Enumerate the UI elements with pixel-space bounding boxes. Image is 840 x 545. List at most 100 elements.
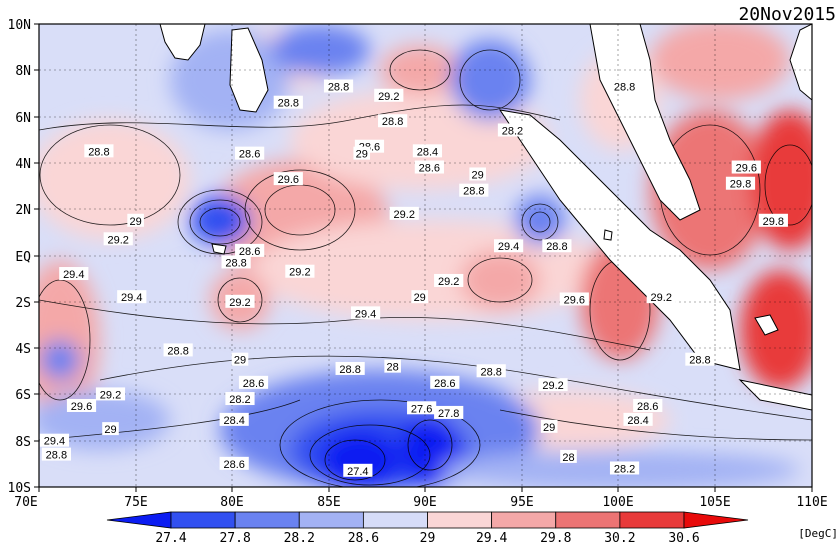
contour-label: 28.4 [623,412,653,427]
contour-label: 29.2 [103,232,133,246]
lat-label: 10S [8,481,31,496]
svg-text:29: 29 [104,424,116,436]
sst-field: 28.82929.229.429.429.629.22929.428.828.8… [39,24,812,487]
contour-label: 29.2 [95,387,126,401]
contour-label: 29 [411,290,429,304]
svg-text:29.6: 29.6 [564,294,585,306]
contour-label: 29.4 [39,433,70,448]
colorbar-segment [619,511,685,529]
svg-text:28.8: 28.8 [328,82,349,94]
svg-text:29.6: 29.6 [71,401,92,413]
contour-label: 28.4 [412,144,443,158]
svg-text:27.8: 27.8 [438,408,459,420]
colorbar-segment [555,511,621,529]
svg-text:28.4: 28.4 [223,415,244,427]
lon-label: 90E [413,495,436,510]
colorbar-tick-label: 29.4 [476,531,507,545]
colorbar-segment [491,511,557,529]
contour-label: 28.8 [163,343,193,357]
svg-text:28.8: 28.8 [546,241,567,253]
contour-label: 28.6 [414,160,444,175]
svg-text:29: 29 [130,216,142,228]
colorbar-tick-label: 29 [420,531,436,545]
contour-label: 29.4 [117,290,147,304]
svg-text:29.4: 29.4 [498,241,519,253]
svg-text:28.8: 28.8 [225,257,246,269]
contour-label: 29.2 [225,294,255,309]
svg-text:29.2: 29.2 [108,234,129,246]
contour-label: 28.6 [238,375,269,390]
svg-text:28.8: 28.8 [463,186,484,198]
lat-label: 4S [15,342,31,357]
contour-label: 27.8 [434,405,464,420]
svg-text:29.4: 29.4 [63,269,84,281]
svg-text:29: 29 [356,149,368,161]
colorbar-segment [362,511,428,529]
lat-label: 8N [15,64,31,79]
svg-text:28.8: 28.8 [278,98,299,110]
svg-text:28.6: 28.6 [223,459,244,471]
svg-text:29: 29 [414,292,426,304]
lat-label: EQ [15,250,31,265]
svg-text:29.2: 29.2 [378,91,399,103]
lat-label: 2S [15,296,31,311]
lon-label: 95E [510,495,533,510]
svg-text:29.2: 29.2 [542,380,563,392]
contour-label: 29.6 [731,160,761,175]
lat-label: 6S [15,388,31,403]
contour-label: 28.8 [542,239,572,253]
lon-label: 105E [699,495,730,510]
contour-label: 28.8 [378,114,408,128]
colorbar-segment [683,511,749,529]
svg-text:29: 29 [234,355,246,367]
lat-label: 4N [15,157,31,172]
contour-label: 29 [540,419,558,434]
contour-label: 28.8 [221,255,251,269]
svg-text:28.8: 28.8 [689,355,710,367]
lon-label: 80E [220,495,243,510]
contour-label: 28.4 [219,412,249,427]
svg-text:28.8: 28.8 [614,82,635,94]
svg-text:28.6: 28.6 [239,246,260,258]
contour-label: 28.2 [609,461,640,475]
contour-label: 28.8 [41,447,71,462]
contour-label: 29.2 [538,378,568,392]
contour-label: 28 [384,359,401,374]
colorbar-tick-label: 28.6 [348,531,379,545]
lon-label: 70E [14,495,37,510]
lon-label: 75E [124,495,147,510]
svg-text:28.4: 28.4 [417,146,438,158]
svg-text:29.6: 29.6 [736,163,757,175]
svg-text:28.8: 28.8 [167,345,188,357]
svg-text:29.2: 29.2 [394,209,415,221]
svg-text:28.8: 28.8 [88,146,109,158]
colorbar-segment [234,511,300,529]
contour-label: 27.6 [407,401,437,415]
contour-label: 29 [469,167,486,181]
colorbar-segment [106,511,172,529]
svg-text:29.2: 29.2 [100,389,121,401]
svg-text:28: 28 [387,362,399,374]
svg-text:28.4: 28.4 [627,415,648,427]
contour-label: 28.8 [84,144,114,158]
svg-text:29.2: 29.2 [651,292,672,304]
svg-text:28.6: 28.6 [419,163,440,175]
units-label: [DegC] [798,527,838,540]
svg-text:28: 28 [562,452,574,464]
lat-label: 6N [15,111,31,126]
colorbar-segment [298,511,364,529]
contour-label: 28.8 [459,183,489,198]
svg-text:29.2: 29.2 [438,276,459,288]
contour-label: 29 [127,213,144,228]
svg-text:29.8: 29.8 [730,179,751,191]
contour-label: 29 [231,352,249,367]
contour-label: 29.4 [350,306,381,320]
contour-labels: 28.82929.229.429.429.629.22929.428.828.8… [39,79,788,478]
lat-label: 2N [15,203,31,218]
svg-text:29.4: 29.4 [355,308,376,320]
contour-label: 28.8 [685,352,715,367]
contour-label: 28.8 [609,79,640,94]
svg-text:28.6: 28.6 [239,149,260,161]
longitude-labels: 70E 75E 80E 85E 90E 95E 100E 105E 110E [14,495,827,510]
